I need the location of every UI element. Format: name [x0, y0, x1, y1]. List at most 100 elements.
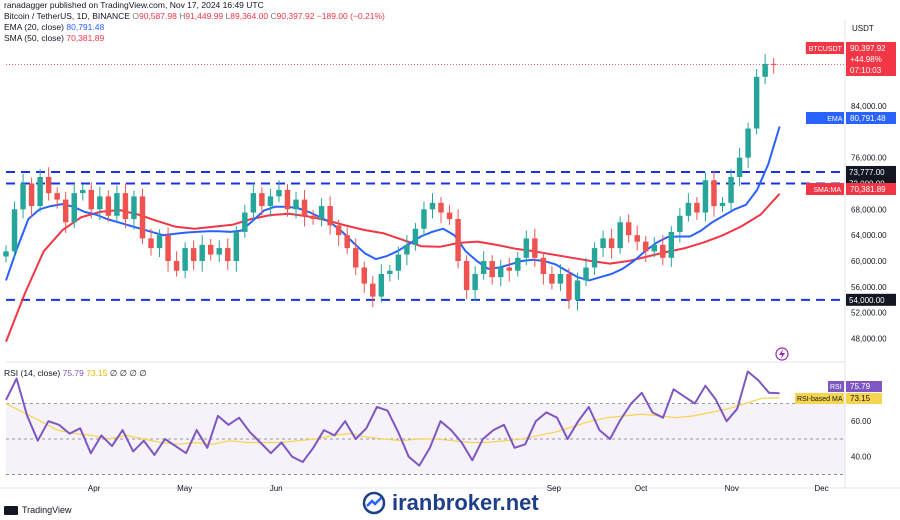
candle-body — [11, 209, 18, 252]
candle-body — [165, 235, 171, 262]
candle-body — [540, 257, 547, 274]
price-tag-name-box — [824, 112, 844, 124]
time-tick-label: Nov — [725, 484, 739, 493]
rsi-legend[interactable]: RSI (14, close) 75.79 73.15 ∅ ∅ ∅ ∅ — [4, 368, 147, 379]
candle-body — [114, 193, 120, 216]
time-tick-label: Oct — [635, 484, 648, 493]
candle-body — [463, 261, 470, 291]
candle-body — [148, 238, 154, 249]
price-tag-bg — [846, 112, 896, 124]
watermark: iranbroker.net — [362, 490, 539, 516]
candle-body — [80, 189, 86, 194]
candle-body — [370, 283, 376, 297]
candle-body — [677, 215, 683, 232]
price-tick-label: 84,000.00 — [851, 102, 887, 111]
candle-body — [608, 238, 615, 249]
candle-body — [480, 261, 487, 274]
candle-body — [446, 212, 453, 220]
candle-body — [97, 196, 103, 210]
open-label: O — [132, 11, 139, 21]
candle-body — [651, 244, 657, 252]
ema-value: 80,791.48 — [66, 22, 105, 32]
candle-body — [318, 206, 325, 220]
candle-body — [685, 202, 692, 216]
change-value: −189.00 (−0.21%) — [316, 11, 385, 21]
rsi-tag-value: 75.79 — [850, 382, 871, 391]
candle-body — [182, 248, 188, 271]
rsi-value: 75.79 — [62, 368, 84, 378]
rsi-ma-value: 73.15 — [86, 368, 108, 378]
ema-legend[interactable]: EMA (20, close) 80,791.48 — [4, 22, 104, 33]
close-label: C — [270, 11, 277, 21]
candle-body — [770, 63, 777, 65]
candle-body — [3, 251, 9, 257]
candle-body — [489, 261, 495, 278]
candle-body — [455, 219, 461, 262]
symbol-title: Bitcoin / TetherUS, 1D, BINANCE — [4, 11, 130, 21]
candle-body — [216, 248, 222, 255]
rsi-tag-name: RSI — [830, 384, 842, 391]
candle-body — [736, 157, 743, 177]
currency-label: USDT — [852, 24, 874, 33]
candle-body — [62, 199, 69, 223]
high-value: 91,449.99 — [185, 11, 224, 21]
candle-body — [395, 254, 402, 271]
watermark-text: iranbroker.net — [392, 490, 539, 515]
candle-body — [566, 273, 572, 300]
candle-body — [344, 235, 350, 249]
publisher-line: ranadagger published on TradingView.com,… — [4, 0, 264, 11]
candle-body — [429, 202, 436, 210]
broker-logo-icon — [362, 491, 386, 515]
candle-body — [583, 267, 589, 281]
candle-body — [156, 235, 163, 249]
time-tick-label: Dec — [814, 484, 828, 493]
close-value: 90,397.92 — [276, 11, 315, 21]
tradingview-mark-icon — [4, 505, 18, 515]
publisher-text: ranadagger published on TradingView.com,… — [4, 0, 264, 10]
candle-body — [259, 193, 265, 207]
candle-body — [242, 212, 248, 232]
rsi-extra-values: ∅ ∅ ∅ ∅ — [109, 368, 147, 378]
candle-body — [421, 209, 427, 229]
ema20-line — [5, 126, 781, 282]
candle-body — [37, 176, 43, 207]
rsi-line — [5, 370, 780, 467]
tradingview-logo[interactable]: TradingView — [4, 505, 72, 515]
candle-body — [711, 180, 717, 207]
price-tag-name-text: BTCUSDT — [809, 46, 843, 53]
candle-body — [45, 176, 52, 194]
candle-body — [139, 196, 146, 239]
candle-body — [617, 222, 623, 249]
candle-body — [557, 273, 564, 284]
candle-body — [523, 238, 530, 258]
time-tick-label: Apr — [88, 484, 101, 493]
candle-body — [412, 228, 419, 245]
price-tick-label: 76,000.00 — [851, 154, 887, 163]
price-tag-bg — [846, 42, 896, 76]
sma-legend[interactable]: SMA (50, close) 70,381.89 — [4, 33, 104, 44]
candle-body — [225, 248, 231, 262]
tradingview-brand: TradingView — [22, 505, 72, 515]
candle-body — [634, 235, 640, 242]
price-tag-value: +44.98% — [850, 55, 882, 64]
candle-body — [105, 196, 112, 216]
candle-body — [207, 244, 214, 255]
rsi-ma-tag-name-box — [795, 393, 844, 404]
candle-body — [472, 273, 478, 291]
sma50-line — [5, 193, 781, 343]
level-tag-label: 73,777.00 — [849, 168, 885, 177]
candle-body — [352, 248, 359, 268]
candle-body — [250, 193, 257, 213]
low-label: L — [225, 11, 231, 21]
rsi-ma-tag-bg — [846, 393, 882, 404]
candle-body — [190, 248, 197, 262]
candle-body — [404, 244, 410, 255]
ema-label: EMA (20, close) — [4, 22, 64, 32]
price-tick-label: 48,000.00 — [851, 335, 887, 344]
time-tick-label: Jun — [270, 484, 283, 493]
candle-body — [20, 183, 26, 210]
price-tick-label: 52,000.00 — [851, 309, 887, 318]
candle-body — [361, 267, 367, 284]
rsi-tag-bg — [846, 381, 882, 392]
